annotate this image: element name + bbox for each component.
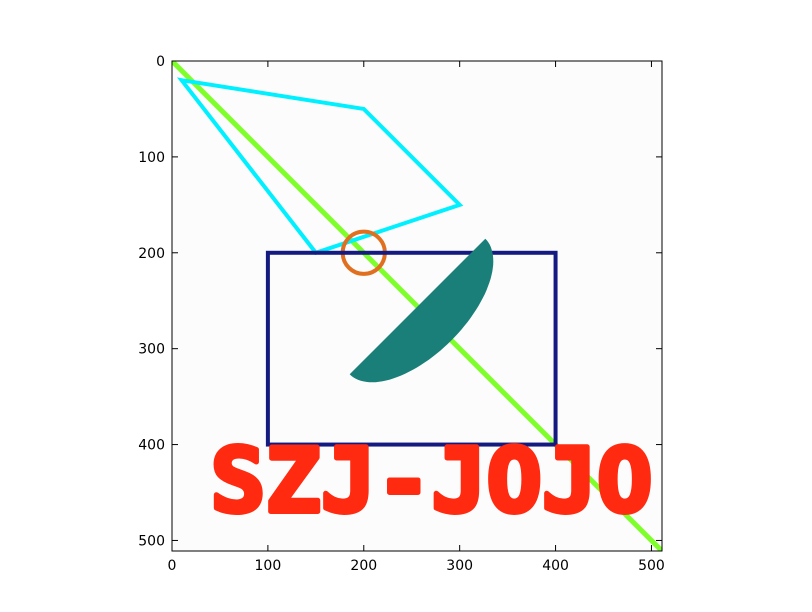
x-tick-label: 0	[168, 558, 177, 574]
cyan-quadrilateral	[176, 77, 464, 256]
x-tick-label: 400	[542, 558, 569, 574]
y-tick-label: 0	[156, 54, 165, 70]
shape-layer	[172, 61, 662, 551]
teal-half-ellipse	[349, 238, 494, 383]
x-tick-label: 300	[446, 558, 473, 574]
diagonal-line	[172, 61, 662, 551]
x-tick-label: 500	[638, 558, 665, 574]
y-tick-label: 300	[138, 342, 165, 358]
y-tick-label: 100	[138, 150, 165, 166]
annotation-layer: SZJ-JOJO	[208, 427, 655, 535]
navy-rectangle	[265, 250, 558, 447]
y-tick-label: 400	[138, 438, 165, 454]
plot-frame	[171, 60, 663, 552]
x-tick-label: 200	[350, 558, 377, 574]
overlay-text: SZJ-JOJO	[210, 430, 652, 533]
y-tick-label: 200	[138, 246, 165, 262]
y-tick-label: 500	[138, 533, 165, 549]
x-tick-label: 100	[255, 558, 282, 574]
